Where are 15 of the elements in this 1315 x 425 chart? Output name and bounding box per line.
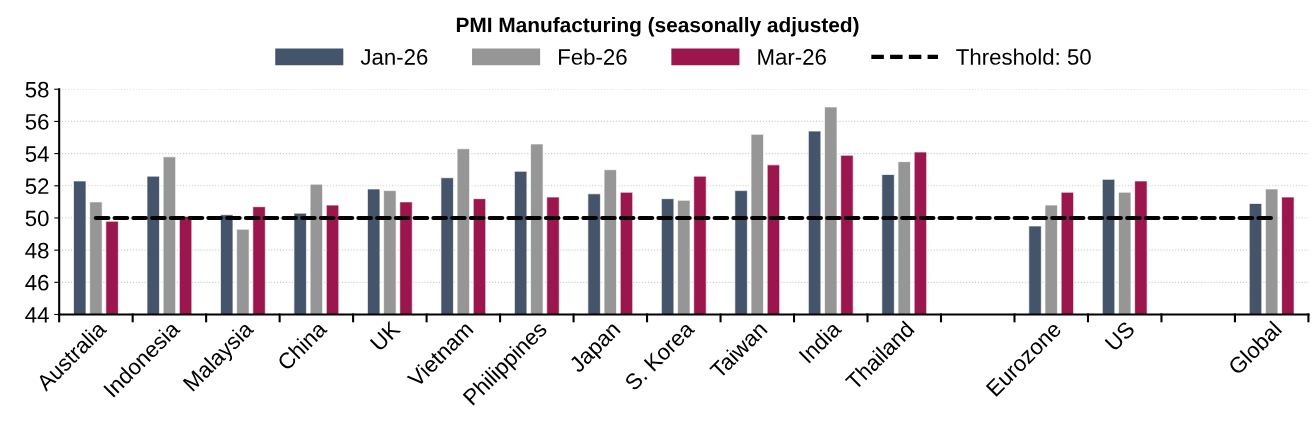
legend-label: Mar-26 [758,49,826,65]
x-tick-label: UK [369,320,402,352]
y-tick-label: 48 [25,242,49,259]
legend-label: Jan-26 [360,49,428,65]
y-tick-label: 50 [25,210,49,227]
y-tick-label: 44 [25,307,49,323]
y-tick-label: 58 [25,81,49,98]
chart-title: PMI Manufacturing (seasonally adjusted) [456,17,859,37]
y-tick-label: 52 [25,178,49,195]
x-tick-label: US [1104,320,1136,352]
y-tick-label: 54 [25,146,49,162]
legend-label: Feb-26 [559,48,627,65]
legend-label: Threshold: 50 [956,48,1091,65]
y-tick-label: 46 [25,274,49,291]
y-tick-label: 56 [25,113,49,130]
